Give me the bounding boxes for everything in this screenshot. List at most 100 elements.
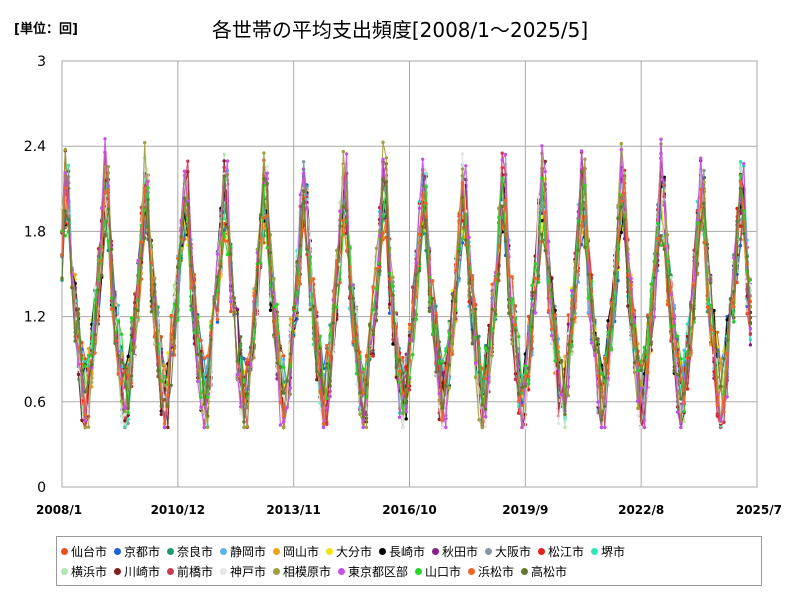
data-point xyxy=(503,198,508,203)
data-point xyxy=(543,169,547,174)
data-point xyxy=(609,350,614,355)
data-point xyxy=(550,276,554,280)
legend-swatch xyxy=(273,548,280,555)
data-point xyxy=(586,296,590,300)
data-point xyxy=(278,400,283,404)
data-point xyxy=(239,405,243,409)
data-point xyxy=(222,217,226,221)
data-point xyxy=(407,342,412,346)
legend-item: 長崎市 xyxy=(379,543,425,560)
data-point xyxy=(616,216,620,220)
legend-item: 横浜市 xyxy=(61,563,107,580)
data-point xyxy=(636,354,640,359)
data-point xyxy=(431,332,435,336)
data-point xyxy=(616,257,620,261)
data-point xyxy=(510,323,514,328)
data-point xyxy=(523,425,527,430)
legend-item: 京都市 xyxy=(114,543,160,560)
y-tick-label: 3 xyxy=(37,54,46,70)
legend-item: 仙台市 xyxy=(61,543,107,560)
data-point xyxy=(510,297,514,301)
data-point xyxy=(63,209,67,213)
data-point xyxy=(176,265,180,270)
legend-label: 長崎市 xyxy=(389,545,426,559)
data-point xyxy=(460,152,465,156)
data-point xyxy=(338,251,342,255)
data-point xyxy=(348,285,352,289)
data-point xyxy=(371,308,375,312)
data-point xyxy=(500,201,504,205)
data-point xyxy=(487,346,491,350)
data-point xyxy=(606,372,610,376)
data-point xyxy=(229,252,233,256)
data-point xyxy=(199,395,203,399)
data-point xyxy=(649,342,653,347)
data-point xyxy=(665,302,670,307)
data-point xyxy=(295,260,299,264)
data-point xyxy=(685,322,690,326)
data-point xyxy=(255,315,259,319)
legend-item: 山口市 xyxy=(415,563,461,580)
data-point xyxy=(550,340,554,344)
legend-label: 山口市 xyxy=(425,565,462,579)
data-point xyxy=(460,181,465,185)
data-point xyxy=(483,377,488,381)
data-point xyxy=(500,204,504,209)
data-point xyxy=(609,325,614,329)
data-point xyxy=(126,413,130,417)
data-point xyxy=(533,311,537,315)
legend-item: 大分市 xyxy=(326,543,372,560)
data-point xyxy=(361,391,365,395)
data-point xyxy=(570,352,574,356)
legend-item: 奈良市 xyxy=(167,543,213,560)
data-point xyxy=(100,206,104,210)
data-point xyxy=(189,263,193,268)
data-point xyxy=(738,173,743,178)
data-point xyxy=(186,199,190,203)
data-point xyxy=(526,367,531,371)
data-point xyxy=(474,375,478,380)
data-point xyxy=(268,250,273,255)
data-point xyxy=(738,243,743,248)
data-point xyxy=(639,425,643,430)
data-point xyxy=(374,267,379,271)
data-point xyxy=(116,315,121,319)
data-point xyxy=(129,316,134,320)
data-point xyxy=(570,288,574,293)
data-point xyxy=(718,384,723,388)
data-point xyxy=(93,298,97,302)
legend-label: 高松市 xyxy=(531,565,568,579)
legend-swatch xyxy=(591,548,598,555)
data-point xyxy=(242,425,246,430)
data-point xyxy=(354,349,359,353)
data-point xyxy=(695,218,700,222)
data-point xyxy=(490,353,494,358)
legend-swatch xyxy=(338,568,345,575)
data-point xyxy=(96,288,101,292)
data-point xyxy=(205,354,210,358)
data-point xyxy=(272,333,276,337)
data-point xyxy=(649,312,653,316)
data-point xyxy=(66,163,71,168)
data-point xyxy=(242,420,246,424)
data-point xyxy=(437,398,441,402)
data-point xyxy=(325,406,329,410)
legend-swatch xyxy=(220,548,227,555)
data-point xyxy=(692,248,696,252)
data-point xyxy=(143,236,147,240)
data-point xyxy=(129,374,134,378)
data-point xyxy=(546,308,551,313)
data-point xyxy=(414,317,418,322)
data-point xyxy=(417,232,422,236)
data-point xyxy=(229,309,233,314)
data-point xyxy=(397,380,402,384)
data-point xyxy=(526,388,531,392)
data-point xyxy=(629,276,633,281)
data-point xyxy=(202,425,206,430)
data-point xyxy=(434,311,438,315)
data-point xyxy=(440,418,445,422)
data-point xyxy=(222,159,226,163)
data-point xyxy=(477,418,481,422)
data-point xyxy=(546,240,551,244)
data-point xyxy=(86,367,91,371)
